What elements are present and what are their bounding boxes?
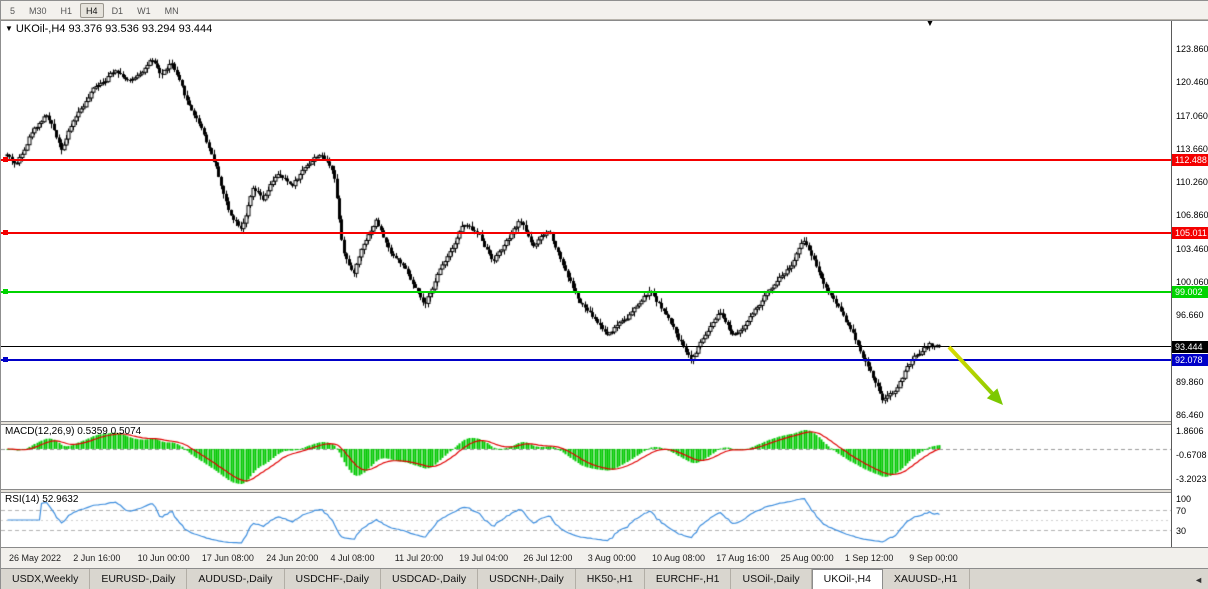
time-axis-label: 10 Aug 08:00: [652, 553, 706, 563]
price-scale-label: 110.260: [1176, 177, 1208, 188]
tab-scroll-left-icon[interactable]: ◄: [1194, 574, 1203, 585]
chart-tab-eurchf-h1[interactable]: EURCHF-,H1: [645, 569, 732, 589]
hline-handle[interactable]: [3, 230, 8, 236]
chart-title-marker-icon: ▼: [5, 24, 13, 33]
price-tag-green-support: 99.002: [1172, 286, 1208, 299]
chart-tabs-bar: USDX,Weekly EURUSD-,Daily AUDUSD-,Daily USD…: [1, 568, 1208, 589]
macd-label: MACD(12,26,9) 0.5359 0.5074: [5, 426, 142, 437]
panel-divider-macd[interactable]: [1, 421, 1208, 425]
time-axis-label: 26 May 2022: [9, 553, 62, 563]
price-scale-label: 106.860: [1176, 210, 1208, 221]
price-scale-label: 113.660: [1176, 143, 1208, 154]
price-scale-label: 103.460: [1176, 243, 1208, 254]
rsi-canvas: [1, 493, 1171, 547]
chart-tab-ukoil-h4[interactable]: UKOil-,H4: [811, 569, 883, 589]
price-scale-label: 96.660: [1176, 310, 1204, 321]
time-axis-label: 3 Aug 00:00: [587, 553, 636, 563]
price-scale-label: 123.860: [1176, 43, 1208, 54]
time-axis-label: 2 Jun 16:00: [73, 553, 121, 563]
time-axis-label: 26 Jul 12:00: [523, 553, 573, 563]
rsi-label: RSI(14) 52.9632: [5, 494, 79, 505]
chart-window: ▼ UKOil-,H4 93.376 93.536 93.294 93.444 ▼…: [1, 20, 1208, 569]
time-axis-label: 10 Jun 00:00: [137, 553, 190, 563]
rsi-scale-label: 30: [1176, 526, 1187, 536]
time-axis-label: 17 Aug 16:00: [716, 553, 770, 563]
rsi-scale-label: 100: [1176, 494, 1192, 504]
time-axis-label: 19 Jul 04:00: [459, 553, 509, 563]
chart-tab-usdcad-daily[interactable]: USDCAD-,Daily: [381, 569, 479, 589]
current-bar-marker-icon: ▼: [925, 21, 935, 29]
timeframe-button-h4[interactable]: H4: [80, 2, 104, 18]
chart-tab-hk50-h1[interactable]: HK50-,H1: [576, 569, 645, 589]
timeframe-button-w1[interactable]: W1: [137, 5, 151, 16]
time-axis-label: 17 Jun 08:00: [201, 553, 254, 563]
price-scale[interactable]: 123.860 120.460 117.060 113.660 110.260 106.8…: [1171, 21, 1208, 547]
main-chart-panel[interactable]: ▼ UKOil-,H4 93.376 93.536 93.294 93.444 ▼: [1, 21, 1171, 421]
price-scale-label: 89.860: [1176, 376, 1204, 387]
chart-tab-usdchf-daily[interactable]: USDCHF-,Daily: [285, 569, 382, 589]
price-tag-red-resistance-upper: 112.488: [1172, 154, 1208, 167]
hline-green-support[interactable]: [1, 289, 1171, 295]
hline-red-resistance-upper[interactable]: [1, 157, 1171, 163]
hline-handle[interactable]: [3, 289, 8, 295]
rsi-panel[interactable]: RSI(14) 52.9632: [1, 493, 1171, 547]
hline-red-resistance-lower[interactable]: [1, 230, 1171, 236]
timeframe-button-5[interactable]: 5: [10, 5, 16, 16]
time-axis-label: 9 Sep 00:00: [909, 553, 958, 563]
price-scale-label: 120.460: [1176, 77, 1208, 88]
timeframe-button-mn[interactable]: MN: [164, 5, 179, 16]
timeframe-button-h1[interactable]: H1: [60, 5, 73, 16]
chart-tab-xauusd-h1[interactable]: XAUUSD-,H1: [883, 569, 970, 589]
timeframe-toolbar: 5 M30 H1 H4 D1 W1 MN: [1, 1, 1208, 20]
time-axis-label: 11 Jul 20:00: [394, 553, 444, 563]
hline-blue-support[interactable]: [1, 357, 1171, 363]
macd-canvas: [1, 425, 1171, 489]
price-tag-blue-support: 92.078: [1172, 354, 1208, 367]
hline-handle[interactable]: [3, 157, 8, 163]
chart-tab-eurusd-daily[interactable]: EURUSD-,Daily: [90, 569, 188, 589]
price-scale-label: 86.460: [1176, 410, 1204, 421]
chart-tab-usdcnh-daily[interactable]: USDCNH-,Daily: [478, 569, 576, 589]
hline-current-price[interactable]: [1, 346, 1171, 348]
price-tag-red-resistance-lower: 105.011: [1172, 227, 1208, 240]
chart-title-text: UKOil-,H4 93.376 93.536 93.294 93.444: [15, 23, 213, 35]
time-axis[interactable]: 26 May 2022 2 Jun 16:00 10 Jun 00:00 17 Jun…: [1, 547, 1208, 569]
chart-tab-usdx-weekly[interactable]: USDX,Weekly: [1, 569, 91, 589]
macd-panel[interactable]: MACD(12,26,9) 0.5359 0.5074: [1, 425, 1171, 489]
macd-scale-label: -0.6708: [1176, 450, 1207, 460]
time-axis-label: 1 Sep 12:00: [844, 553, 894, 563]
price-scale-label: 100.060: [1176, 276, 1208, 287]
rsi-scale-label: 70: [1176, 506, 1187, 516]
chart-tab-usoil-daily[interactable]: USOil-,Daily: [731, 569, 812, 589]
macd-scale-label: -3.2023: [1176, 474, 1207, 484]
price-tag-current-price: 93.444: [1172, 340, 1208, 353]
panel-divider-rsi[interactable]: [1, 489, 1208, 493]
time-axis-label: 4 Jul 08:00: [330, 553, 375, 563]
time-axis-label: 25 Aug 00:00: [780, 553, 834, 563]
price-scale-label: 117.060: [1176, 110, 1208, 121]
time-axis-label: 24 Jun 20:00: [266, 553, 319, 563]
chart-title: ▼ UKOil-,H4 93.376 93.536 93.294 93.444: [5, 23, 212, 35]
chart-tab-audusd-daily[interactable]: AUDUSD-,Daily: [187, 569, 285, 589]
macd-scale-label: 1.8606: [1176, 426, 1204, 436]
timeframe-button-m30[interactable]: M30: [29, 5, 47, 16]
hline-handle[interactable]: [3, 357, 8, 363]
timeframe-button-d1[interactable]: D1: [111, 5, 124, 16]
